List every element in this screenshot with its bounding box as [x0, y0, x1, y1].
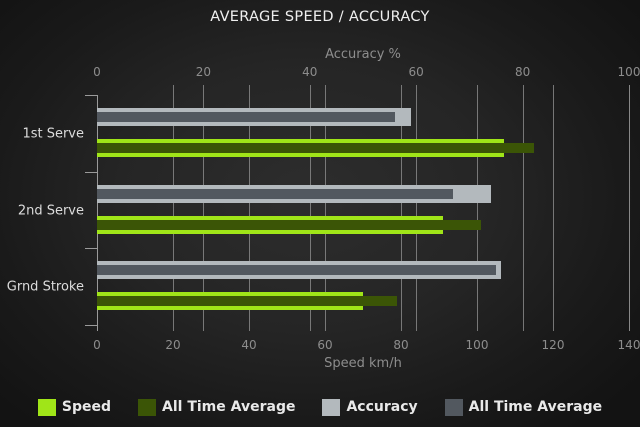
- bottom-axis-gridline-40: [249, 85, 250, 331]
- all-time-average-swatch-icon: [444, 398, 463, 416]
- top-axis-tick-60: 60: [408, 65, 424, 79]
- top-axis-tick-80: 80: [514, 65, 531, 79]
- category-boundary-tick: [85, 172, 97, 173]
- bottom-axis-tick-140: 140: [617, 338, 640, 352]
- top-axis-tick-20: 20: [195, 65, 212, 79]
- bottom-axis-tick-100: 100: [465, 338, 489, 352]
- category-boundary-tick: [85, 248, 97, 249]
- all-time-average-swatch-icon: [138, 398, 157, 416]
- all-time-average-speed-bar-1st-serve: [97, 143, 534, 153]
- top-axis-gridline-60: [416, 85, 418, 331]
- legend-label: Speed: [61, 399, 112, 415]
- accuracy-swatch-icon: [322, 398, 341, 416]
- legend-label: All Time Average: [468, 399, 603, 415]
- category-label-grnd-stroke: Grnd Stroke: [6, 279, 84, 295]
- bottom-axis-gridline-100: [477, 85, 478, 331]
- category-boundary-tick: [85, 325, 97, 326]
- all-time-average-speed-bar-grnd-stroke: [97, 296, 397, 307]
- top-axis-tick-0: 0: [93, 65, 101, 79]
- legend-item-accuracy: Accuracy: [322, 398, 418, 416]
- top-axis-tick-100: 100: [617, 65, 640, 79]
- bottom-axis-tick-120: 120: [541, 338, 565, 352]
- bottom-axis-tick-20: 20: [165, 338, 181, 352]
- bottom-axis-gridline-60: [325, 85, 326, 331]
- bottom-axis-gridline-80: [401, 85, 402, 331]
- category-label-1st-serve: 1st Serve: [22, 126, 84, 142]
- top-axis-title: Accuracy %: [325, 47, 401, 62]
- legend-label: Accuracy: [346, 399, 418, 415]
- category-label-2nd-serve: 2nd Serve: [17, 203, 84, 219]
- legend: Speed All Time Average Accuracy All Time Av…: [0, 394, 640, 420]
- bottom-axis-title: Speed km/h: [324, 356, 402, 371]
- top-axis-gridline-20: [203, 85, 205, 331]
- bottom-axis-tick-60: 60: [317, 338, 333, 352]
- legend-label: All Time Average: [162, 399, 296, 415]
- bottom-axis-gridline-20: [173, 85, 174, 331]
- all-time-average-accuracy-bar-grnd-stroke: [97, 265, 496, 276]
- chart-title: AVERAGE SPEED / ACCURACY: [210, 9, 430, 25]
- category-boundary-tick: [85, 95, 97, 96]
- bottom-axis-tick-0: 0: [93, 338, 101, 352]
- y-axis-line: [97, 95, 98, 331]
- bottom-axis-gridline-120: [553, 85, 554, 331]
- all-time-average-accuracy-bar-1st-serve: [97, 112, 395, 122]
- legend-item-all-time-average: All Time Average: [138, 398, 296, 416]
- bottom-axis-tick-80: 80: [393, 338, 409, 352]
- top-axis-tick-40: 40: [302, 65, 318, 79]
- top-axis-gridline-80: [522, 85, 524, 331]
- all-time-average-speed-bar-2nd-serve: [97, 219, 481, 230]
- all-time-average-accuracy-bar-2nd-serve: [97, 188, 453, 199]
- speed-swatch-icon: [37, 398, 56, 416]
- legend-item-all-time-average: All Time Average: [444, 398, 603, 416]
- bottom-axis-gridline-140: [629, 85, 630, 331]
- legend-item-speed: Speed: [37, 398, 112, 416]
- bottom-axis-tick-40: 40: [241, 338, 257, 352]
- top-axis-gridline-40: [309, 85, 311, 331]
